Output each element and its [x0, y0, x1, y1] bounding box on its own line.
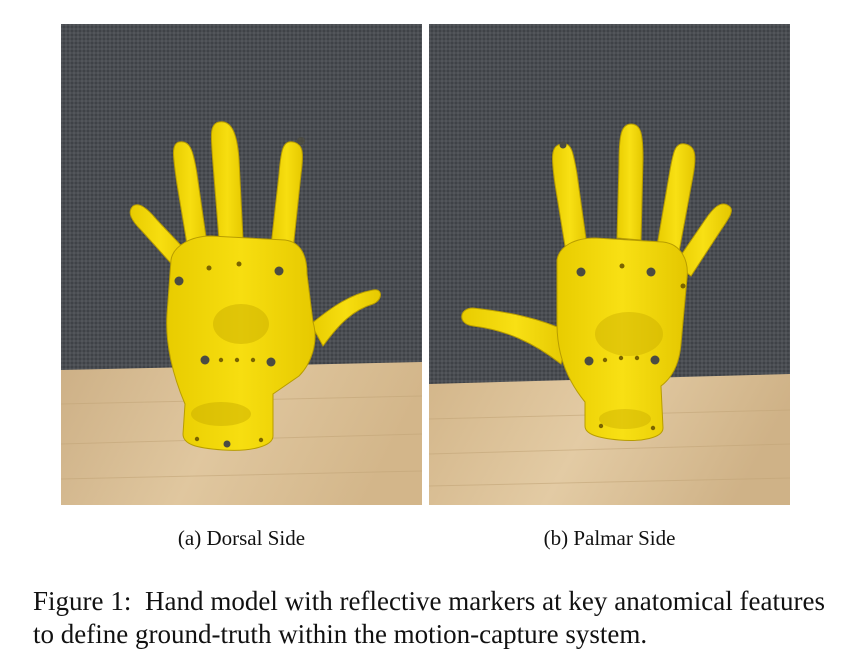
figure-caption: Figure 1: Hand model with reflective mar…: [33, 585, 825, 651]
figure-label: Figure 1:: [33, 586, 132, 616]
wooden-table: [429, 374, 790, 505]
subfigure-caption-b: (b) Palmar Side: [543, 526, 676, 550]
marker-holes-palmar: [598, 263, 686, 431]
photo-palmar-side: [429, 24, 790, 505]
figure-caption-text: Hand model with reflective markers at ke…: [33, 586, 825, 649]
reflective-markers-dorsal: [174, 137, 305, 448]
photo-dorsal-side: [61, 24, 422, 505]
marker-holes-dorsal: [194, 261, 264, 443]
reflective-markers-palmar: [559, 141, 660, 366]
subfigure-caption-a: (a) Dorsal Side: [177, 526, 306, 550]
hand-model-palmar: [461, 123, 732, 441]
